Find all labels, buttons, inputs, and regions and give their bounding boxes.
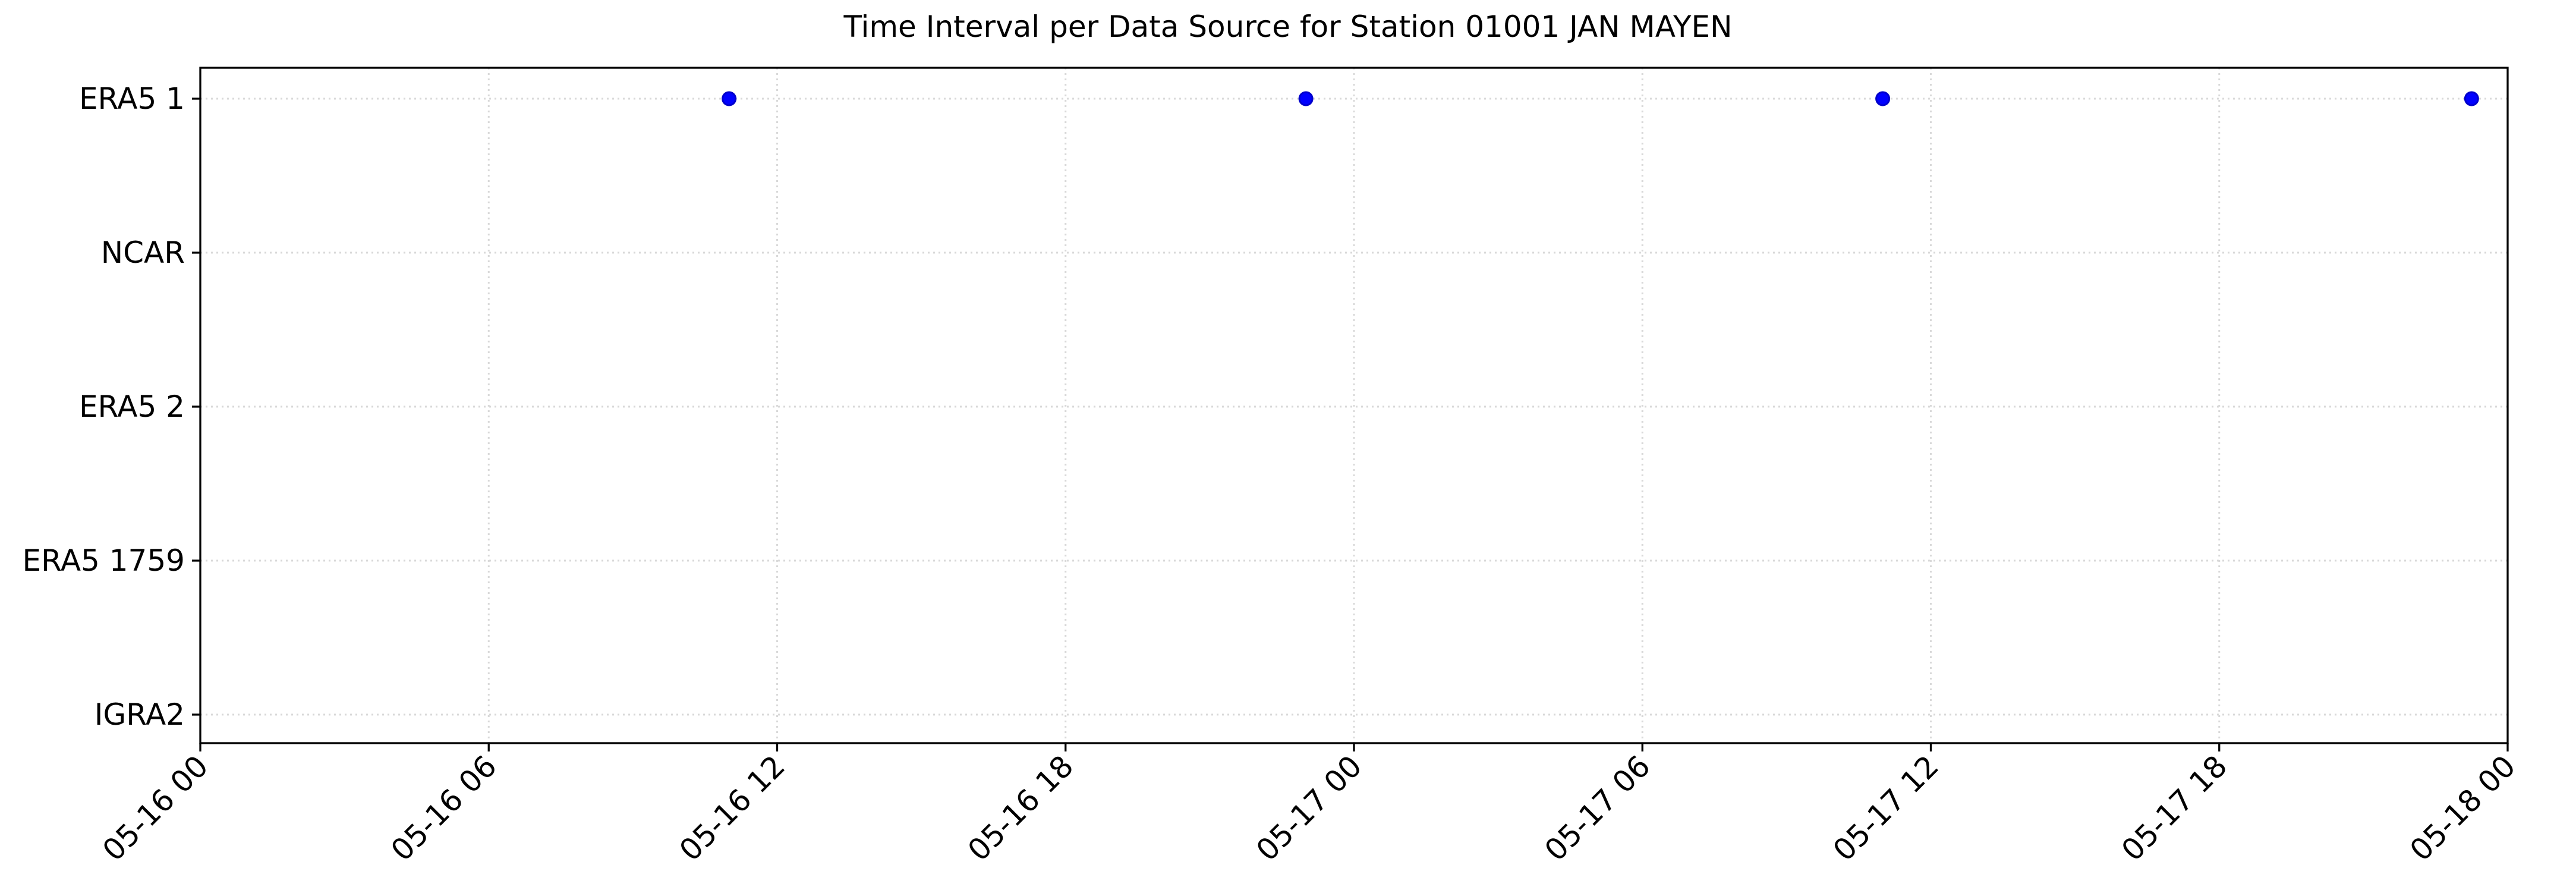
y-axis: ERA5 1 NCAR ERA5 2 ERA5 1759 IGRA2 [23,81,200,732]
x-tick-label: 05-17 00 [1250,749,1369,867]
x-tick-label: 05-16 18 [961,749,1080,867]
x-tick-label: 05-17 12 [1826,749,1945,867]
x-tick-label: 05-17 18 [2115,749,2234,867]
y-tick-label: ERA5 2 [79,389,185,424]
y-tick-label: ERA5 1 [79,81,185,116]
data-point [722,91,737,106]
x-tick-label: 05-16 06 [385,749,503,867]
x-axis: 05-16 00 05-16 06 05-16 12 05-16 18 05-17 00… [96,743,2523,867]
chart-title: Time Interval per Data Source for Statio… [843,10,1732,44]
points-layer [722,91,2479,106]
x-tick-label: 05-16 00 [96,749,215,867]
x-tick-label: 05-17 06 [1538,749,1657,867]
data-point [2464,91,2479,106]
y-tick-label: NCAR [101,235,185,270]
data-point [1875,91,1891,106]
data-point [1298,91,1314,106]
grid-layer [199,68,2509,743]
y-tick-label: IGRA2 [95,697,185,732]
x-tick-label: 05-18 00 [2404,749,2523,867]
x-tick-label: 05-16 12 [673,749,792,867]
y-tick-label: ERA5 1759 [23,543,185,578]
